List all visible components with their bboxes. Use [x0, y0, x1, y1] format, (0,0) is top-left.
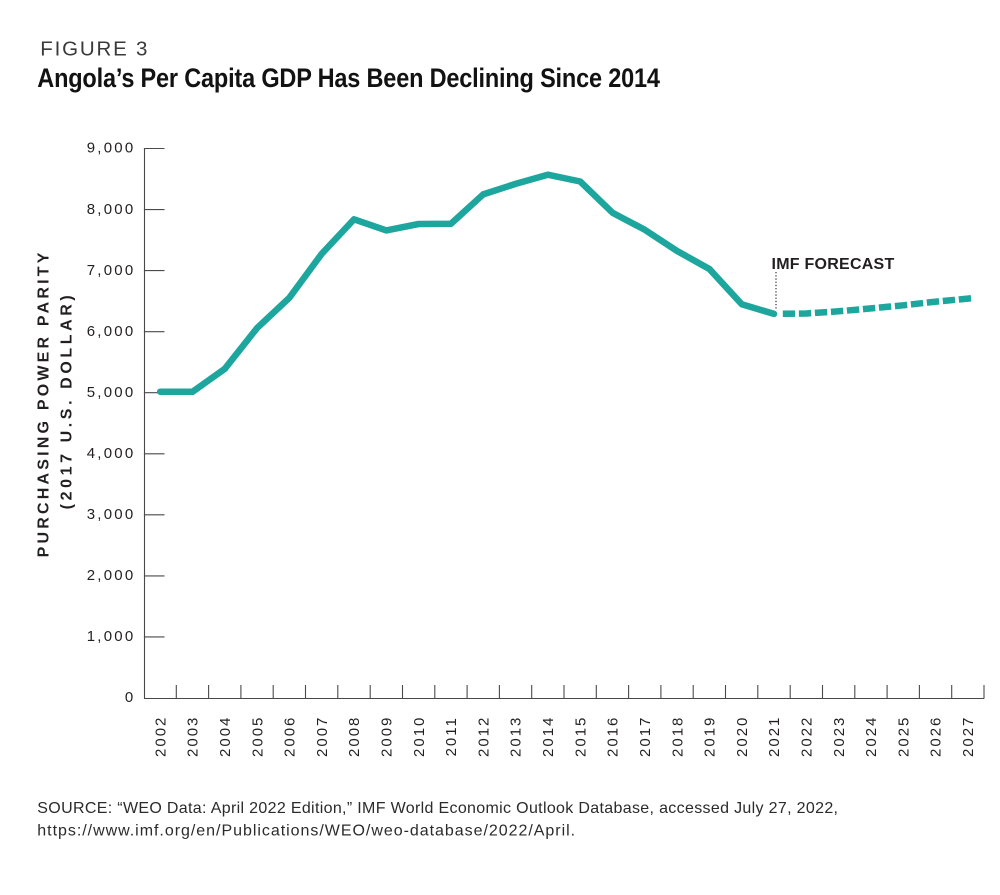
- svg-text:2,000: 2,000: [87, 567, 136, 584]
- svg-text:7,000: 7,000: [87, 262, 136, 279]
- svg-text:2013: 2013: [508, 716, 525, 757]
- svg-text:2010: 2010: [411, 716, 428, 757]
- svg-text:0: 0: [125, 689, 136, 706]
- svg-text:1,000: 1,000: [87, 628, 136, 645]
- svg-text:2005: 2005: [249, 716, 266, 757]
- svg-text:IMF FORECAST: IMF FORECAST: [772, 256, 895, 273]
- svg-text:2025: 2025: [895, 716, 912, 757]
- svg-text:3,000: 3,000: [87, 506, 136, 523]
- svg-text:2011: 2011: [443, 716, 460, 756]
- svg-text:5,000: 5,000: [87, 384, 136, 401]
- svg-text:2026: 2026: [928, 716, 945, 757]
- svg-text:Angola’s Per Capita GDP Has Be: Angola’s Per Capita GDP Has Been Declini…: [37, 64, 660, 94]
- svg-text:2002: 2002: [152, 716, 169, 757]
- svg-text:2007: 2007: [314, 716, 331, 757]
- svg-text:2012: 2012: [475, 716, 492, 757]
- svg-text:FIGURE 3: FIGURE 3: [40, 38, 149, 61]
- svg-text:SOURCE: “WEO Data: April 2022: SOURCE: “WEO Data: April 2022 Edition,” …: [37, 800, 838, 817]
- svg-text:8,000: 8,000: [87, 201, 136, 218]
- svg-text:2003: 2003: [185, 716, 202, 757]
- svg-text:4,000: 4,000: [87, 445, 136, 462]
- svg-text:2009: 2009: [379, 716, 396, 757]
- svg-text:2004: 2004: [217, 716, 234, 757]
- svg-text:2027: 2027: [960, 716, 977, 757]
- svg-text:2006: 2006: [282, 716, 299, 757]
- svg-text:2008: 2008: [346, 716, 363, 757]
- svg-text:PURCHASING POWER PARITY: PURCHASING POWER PARITY: [35, 249, 52, 557]
- svg-text:https://www.imf.org/en/Publica: https://www.imf.org/en/Publications/WEO/…: [37, 823, 576, 840]
- svg-text:2018: 2018: [669, 716, 686, 757]
- svg-text:2023: 2023: [831, 716, 848, 757]
- svg-text:(2017 U.S. DOLLAR): (2017 U.S. DOLLAR): [58, 292, 75, 510]
- svg-text:2021: 2021: [766, 716, 783, 757]
- svg-text:2017: 2017: [637, 716, 654, 757]
- svg-text:2016: 2016: [605, 716, 622, 757]
- svg-text:2015: 2015: [572, 716, 589, 757]
- svg-text:2019: 2019: [702, 716, 719, 757]
- svg-text:2020: 2020: [734, 716, 751, 757]
- svg-text:2022: 2022: [799, 716, 816, 757]
- svg-text:9,000: 9,000: [87, 140, 136, 157]
- svg-text:2014: 2014: [540, 716, 557, 757]
- svg-text:6,000: 6,000: [87, 323, 136, 340]
- svg-text:2024: 2024: [863, 716, 880, 757]
